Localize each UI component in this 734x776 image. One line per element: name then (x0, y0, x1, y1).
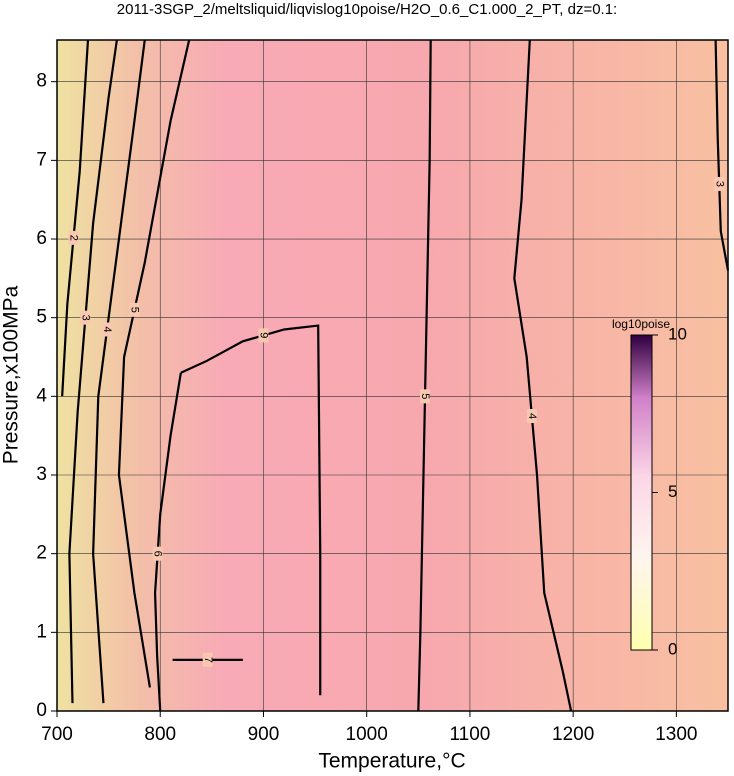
x-tick-label: 1000 (346, 724, 388, 745)
x-axis-label: Temperature,°C (318, 750, 465, 773)
y-tick-label: 4 (36, 385, 47, 406)
contour-label: 4 (526, 413, 538, 419)
contour-line (117, 39, 191, 688)
colorbar-tick-label: 5 (668, 482, 677, 501)
x-tick-label: 900 (248, 724, 280, 745)
contour-label-bg (258, 328, 269, 343)
y-tick-label: 7 (36, 149, 47, 170)
contour-label: 3 (79, 315, 91, 321)
plot-frame (56, 39, 729, 712)
x-tick-label: 1200 (552, 724, 594, 745)
colorbar-tick-label: 10 (668, 324, 687, 343)
colorbar-label: log10poise (612, 317, 670, 331)
contour-label: 9 (258, 332, 270, 338)
y-tick-label: 1 (36, 621, 47, 642)
y-tick-label: 8 (36, 71, 47, 92)
chart-title: 2011-3SGP_2/meltsliquid/liqvislog10poise… (117, 1, 617, 18)
contour-label-bg (68, 230, 79, 245)
contour-label: 5 (129, 307, 141, 313)
contour-label: 5 (419, 393, 431, 399)
contour-label-bg (102, 322, 113, 337)
x-tick-label: 800 (144, 724, 176, 745)
colorbar-tick-label: 0 (668, 639, 677, 658)
contour-label-bg (202, 652, 213, 667)
contour-line (180, 324, 322, 696)
y-tick-label: 2 (36, 543, 47, 564)
contour-label-bg (714, 176, 725, 191)
contour-label-bg (129, 302, 140, 317)
y-tick-label: 5 (36, 307, 47, 328)
contour-label-bg (152, 546, 163, 561)
contour-label-bg (420, 389, 431, 404)
y-tick-label: 0 (36, 700, 47, 721)
contour-label: 3 (713, 181, 725, 187)
x-tick-label: 1100 (449, 724, 490, 745)
contour-label-bg (526, 409, 537, 424)
y-tick-label: 3 (36, 464, 47, 485)
contour-label: 4 (101, 326, 113, 332)
contour-label: 6 (152, 551, 164, 557)
contour-label: 2 (68, 235, 80, 241)
x-tick-label: 1300 (655, 724, 697, 745)
x-tick-label: 700 (41, 724, 73, 745)
contour-label-bg (80, 310, 91, 325)
contour-label: 7 (202, 657, 214, 663)
plot-background (57, 40, 728, 711)
y-tick-label: 6 (36, 228, 47, 249)
y-axis-label: Pressure,x100MPa (0, 285, 23, 464)
colorbar (630, 334, 653, 651)
